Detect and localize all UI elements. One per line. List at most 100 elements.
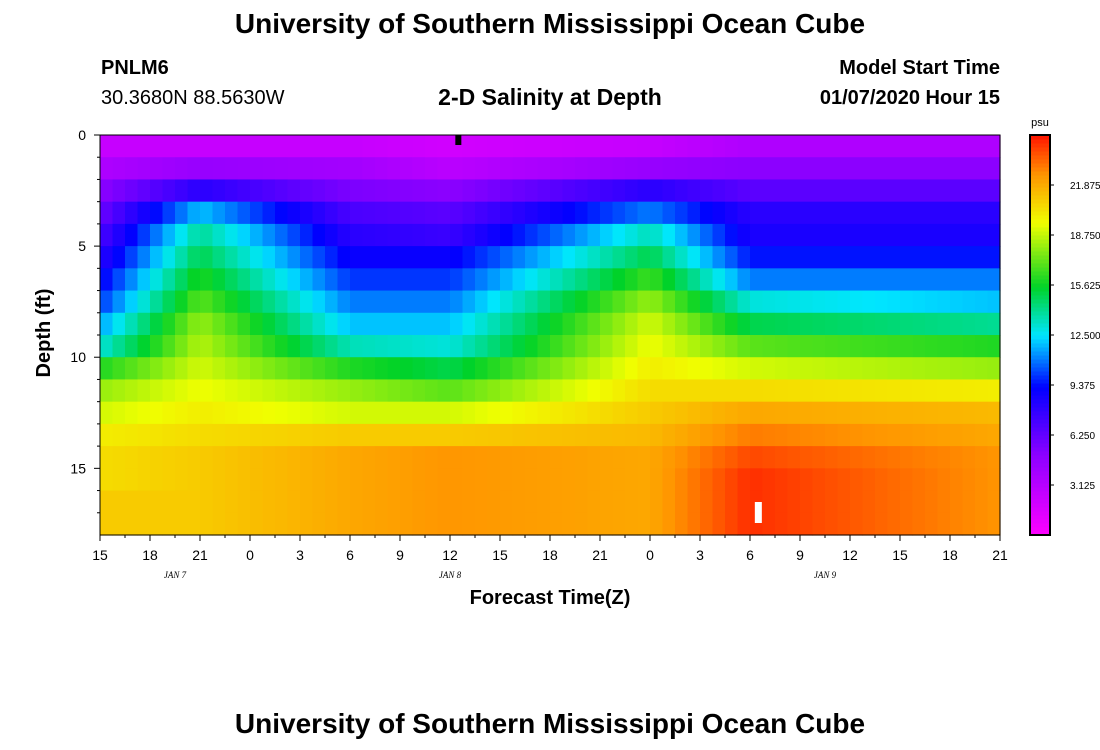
x-tick-label: 12 [842,547,858,563]
heatmap-cell [625,312,639,336]
heatmap-cell [650,468,664,492]
heatmap-cell [562,423,576,447]
heatmap-cell [600,312,614,336]
heatmap-cell [125,246,139,269]
heatmap-cell [412,179,426,203]
heatmap-cell [662,157,676,181]
heatmap-cell [937,379,951,403]
heatmap-cell [912,490,926,514]
heatmap-cell [437,246,451,269]
heatmap-cell [600,423,614,447]
heatmap-cell [900,290,914,314]
heatmap-cell [275,312,289,336]
heatmap-cell [787,223,801,247]
heatmap-cell [700,357,714,381]
heatmap-cell [100,401,114,425]
heatmap-cell [662,468,676,492]
heatmap-cell [700,290,714,314]
heatmap-cell [612,246,626,269]
heatmap-cell [687,223,701,247]
heatmap-cell [812,312,826,336]
heatmap-cell [925,201,939,225]
heatmap-cell [400,223,414,247]
heatmap-cell [525,357,539,381]
heatmap-cell [612,268,626,292]
heatmap-cell [100,423,114,447]
heatmap-cell [450,335,464,358]
heatmap-cell [475,468,489,492]
heatmap-cell [337,135,351,158]
heatmap-cell [262,268,276,292]
heatmap-cell [550,246,564,269]
heatmap-cell [987,135,1001,158]
heatmap-cell [250,268,264,292]
heatmap-cell [275,490,289,514]
heatmap-cell [125,512,139,536]
heatmap-cell [850,157,864,181]
heatmap-cell [525,157,539,181]
heatmap-cell [787,401,801,425]
heatmap-cell [550,335,564,358]
heatmap-cell [487,135,501,158]
heatmap-cell [762,357,776,381]
heatmap-cell [550,135,564,158]
heatmap-cell [837,268,851,292]
heatmap-cell [425,312,439,336]
heatmap-cell [312,512,326,536]
heatmap-cell [737,357,751,381]
heatmap-cell [350,490,364,514]
heatmap-cell [987,401,1001,425]
heatmap-cell [312,490,326,514]
heatmap-cell [825,290,839,314]
heatmap-cell [612,379,626,403]
heatmap-cell [512,135,526,158]
heatmap-cell [775,512,789,536]
heatmap-cell [500,512,514,536]
colorbar-segment [1030,427,1050,432]
heatmap-cell [875,135,889,158]
heatmap-cell [412,468,426,492]
heatmap-cell [450,401,464,425]
heatmap-cell [925,512,939,536]
heatmap-cell [287,179,301,203]
heatmap-cell [500,223,514,247]
heatmap-cell [650,179,664,203]
heatmap-cell [637,335,651,358]
heatmap-cell [812,201,826,225]
heatmap-cell [612,423,626,447]
colorbar-segment [1030,395,1050,400]
heatmap-cell [987,268,1001,292]
heatmap-cell [712,179,726,203]
heatmap-cell [562,312,576,336]
heatmap-cell [550,401,564,425]
heatmap-cell [537,446,551,469]
heatmap-cell [875,268,889,292]
heatmap-cell [150,157,164,181]
heatmap-cell [475,201,489,225]
heatmap-cell [800,423,814,447]
heatmap-cell [850,312,864,336]
colorbar-segment [1030,287,1050,292]
heatmap-cell [750,179,764,203]
heatmap-cell [800,290,814,314]
heatmap-cell [262,423,276,447]
heatmap-cell [450,468,464,492]
heatmap-cell [537,379,551,403]
heatmap-cell [687,379,701,403]
chart-axes: 15 18 21 0 3 6 9 12 15 18 21 0 3 6 9 12 15 18 21 JAN 7 JAN 8… [70,127,1008,580]
colorbar-segment [1030,311,1050,316]
heatmap-cell [125,357,139,381]
heatmap-cell [125,201,139,225]
heatmap-cell [600,401,614,425]
heatmap-cell [312,312,326,336]
heatmap-cell [150,201,164,225]
heatmap-cell [950,423,964,447]
heatmap-cell [450,312,464,336]
y-axis-label: Depth (ft) [33,289,55,378]
heatmap-cell [487,223,501,247]
heatmap-cell [225,157,239,181]
heatmap-cell [325,268,339,292]
heatmap-cell [725,135,739,158]
heatmap-cell [825,446,839,469]
heatmap-cell [800,223,814,247]
